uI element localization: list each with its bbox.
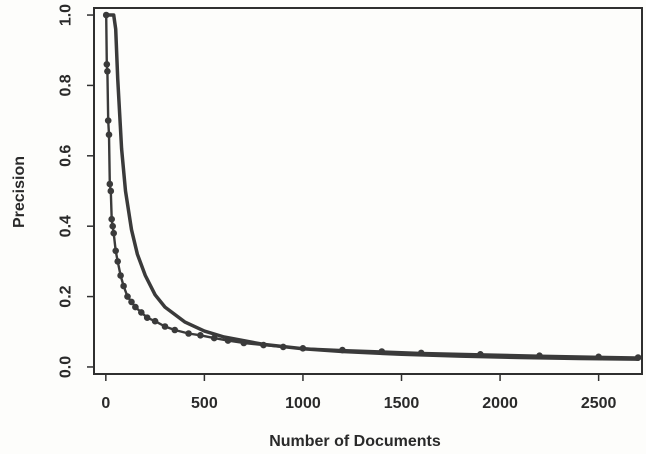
series-1-point-9 bbox=[110, 229, 117, 237]
series-1-point-21 bbox=[171, 326, 179, 334]
series-1-point-16 bbox=[132, 303, 139, 311]
series-1-point-8 bbox=[109, 222, 116, 230]
series-1-point-4 bbox=[105, 131, 113, 138]
series-1-point-22 bbox=[185, 330, 192, 337]
series-1-point-35 bbox=[595, 353, 602, 361]
y-tick-label-1: 0.2 bbox=[58, 285, 75, 307]
series-1-point-32 bbox=[417, 349, 425, 357]
series-1-point-11 bbox=[114, 258, 121, 265]
y-tick-label-3: 0.6 bbox=[58, 145, 75, 167]
series-1-point-30 bbox=[339, 346, 346, 354]
x-tick-label-5: 2500 bbox=[581, 395, 617, 412]
series-1-point-19 bbox=[151, 317, 159, 325]
y-axis: 0.0 0.2 0.4 0.6 0.8 1.0 bbox=[58, 4, 94, 378]
series-1-point-14 bbox=[124, 293, 131, 300]
series-1-point-1 bbox=[103, 61, 111, 68]
series-1-point-6 bbox=[107, 187, 115, 195]
series-1-point-34 bbox=[536, 352, 543, 360]
x-tick-label-2: 1000 bbox=[285, 395, 321, 412]
series-1-point-36 bbox=[634, 354, 642, 361]
x-tick-label-0: 0 bbox=[101, 395, 110, 412]
series-1-point-23 bbox=[197, 332, 204, 339]
x-tick-label-3: 1500 bbox=[384, 395, 420, 412]
series-1-line bbox=[105, 13, 640, 359]
series-layer bbox=[102, 11, 642, 361]
x-axis: 0 500 1000 1500 2000 2500 bbox=[101, 374, 617, 412]
series-1-point-28 bbox=[279, 343, 287, 351]
series-0-line bbox=[104, 13, 640, 361]
series-1-point-24 bbox=[210, 334, 218, 342]
series-1-point-7 bbox=[108, 215, 115, 223]
series-1-point-26 bbox=[240, 339, 248, 347]
series-1-point-0 bbox=[102, 11, 110, 19]
x-tick-label-4: 2000 bbox=[482, 395, 518, 412]
x-tick-label-1: 500 bbox=[191, 395, 218, 412]
series-1-point-3 bbox=[104, 117, 112, 124]
y-tick-label-5: 1.0 bbox=[58, 4, 75, 26]
y-tick-label-4: 0.8 bbox=[58, 74, 75, 96]
y-tick-label-2: 0.4 bbox=[58, 215, 75, 237]
x-axis-label: Number of Documents bbox=[269, 433, 441, 450]
y-axis-label: Precision bbox=[11, 156, 28, 228]
y-tick-label-0: 0.0 bbox=[58, 356, 75, 378]
series-1-point-18 bbox=[143, 314, 151, 322]
series-1-point-10 bbox=[112, 247, 119, 255]
series-1-point-33 bbox=[477, 351, 484, 358]
series-1-point-13 bbox=[120, 282, 127, 290]
series-1-point-5 bbox=[106, 180, 114, 188]
series-1-point-27 bbox=[260, 341, 267, 349]
plot-frame bbox=[93, 7, 643, 375]
series-1-point-31 bbox=[378, 348, 386, 355]
series-1-point-29 bbox=[299, 345, 307, 352]
series-1-point-25 bbox=[224, 337, 232, 344]
series-1-point-15 bbox=[128, 298, 135, 306]
series-1-point-12 bbox=[117, 272, 124, 279]
series-1-point-2 bbox=[104, 68, 111, 75]
series-1-point-17 bbox=[138, 309, 145, 316]
series-1-point-20 bbox=[161, 323, 169, 330]
